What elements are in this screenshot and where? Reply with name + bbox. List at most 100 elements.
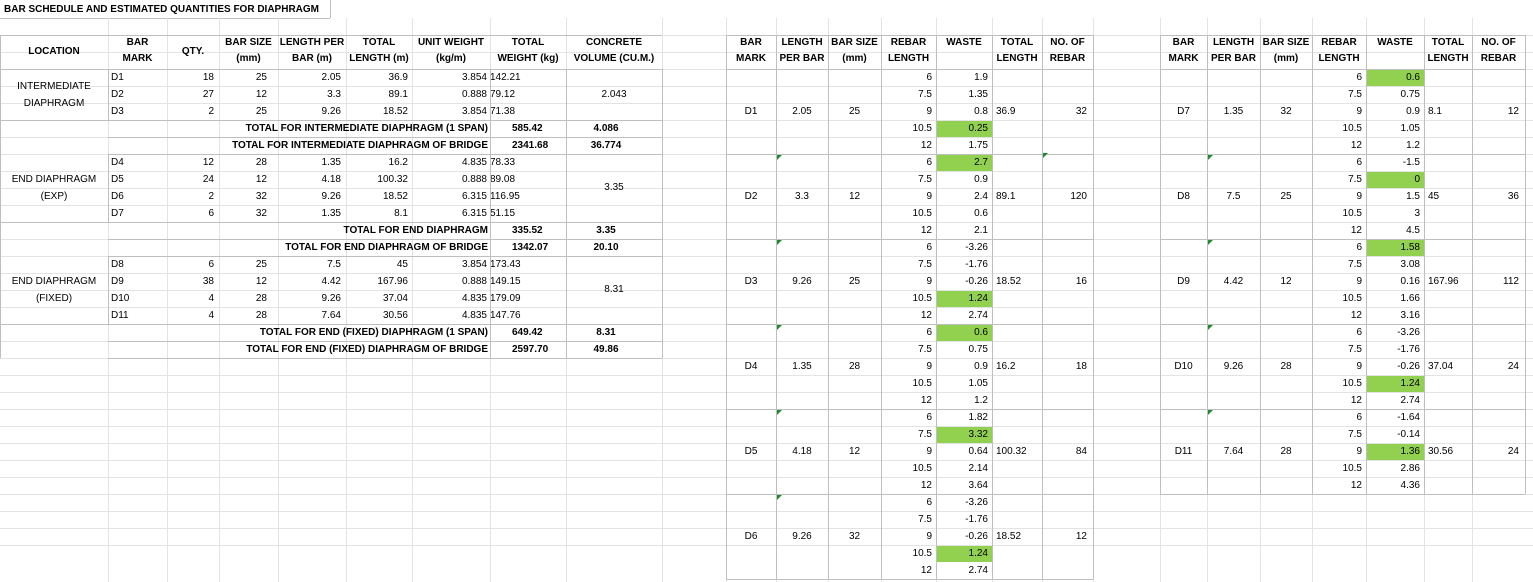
waste-left-header[interactable]: BAR SIZE (mm) [828, 35, 881, 69]
waste-total-length[interactable]: 8.1 [1428, 105, 1442, 117]
total-weight-sum[interactable]: 1342.07 [512, 242, 549, 253]
qty[interactable]: 2 [208, 106, 214, 117]
bar-size[interactable]: 12 [255, 174, 267, 185]
rebar-stock-length[interactable]: 10.5 [912, 378, 932, 389]
length-per-bar[interactable]: 9.26 [321, 106, 341, 117]
waste-total-length[interactable]: 36.9 [996, 105, 1016, 117]
rebar-stock-length[interactable]: 12 [1350, 225, 1362, 236]
waste-right-header[interactable]: WASTE [1366, 35, 1424, 69]
total-volume[interactable]: 36.774 [590, 140, 622, 151]
length-per-bar[interactable]: 9.26 [321, 191, 341, 202]
length-per-bar[interactable]: 1.35 [321, 157, 341, 168]
bar-size[interactable]: 28 [255, 157, 267, 168]
waste-total-length[interactable]: 16.2 [996, 360, 1016, 372]
rebar-stock-length[interactable]: 9 [926, 191, 932, 202]
waste-value[interactable]: 0.64 [968, 446, 988, 457]
rebar-stock-length[interactable]: 7.5 [1348, 259, 1362, 270]
waste-right-header[interactable]: BAR MARK [1160, 35, 1207, 69]
waste-value[interactable]: 2.1 [974, 225, 988, 236]
total-weight[interactable]: 89.08 [490, 174, 516, 185]
waste-value[interactable]: -1.5 [1402, 157, 1420, 168]
waste-value[interactable]: 1.05 [1400, 123, 1420, 134]
total-weight[interactable]: 78.33 [490, 157, 516, 168]
rebar-stock-length[interactable]: 10.5 [1342, 463, 1362, 474]
rebar-stock-length[interactable]: 7.5 [1348, 429, 1362, 440]
waste-value[interactable]: -1.64 [1397, 412, 1420, 423]
waste-value[interactable]: -0.26 [1397, 361, 1420, 372]
rebar-stock-length[interactable]: 6 [1356, 157, 1362, 168]
rebar-stock-length[interactable]: 12 [1350, 140, 1362, 151]
waste-bar-size[interactable]: 28 [1280, 360, 1292, 372]
unit-weight[interactable]: 0.888 [461, 174, 487, 185]
unit-weight[interactable]: 4.835 [461, 293, 487, 304]
rebar-stock-length[interactable]: 12 [920, 310, 932, 321]
total-volume[interactable]: 20.10 [593, 242, 619, 253]
rebar-stock-length[interactable]: 10.5 [912, 293, 932, 304]
waste-value[interactable]: 0.6 [974, 208, 988, 219]
waste-value[interactable]: 1.75 [968, 140, 988, 151]
waste-left-header[interactable]: TOTAL LENGTH [992, 35, 1042, 69]
bar-size[interactable]: 25 [255, 259, 267, 270]
waste-length-per-bar[interactable]: 1.35 [1223, 105, 1244, 117]
waste-bar-size[interactable]: 25 [848, 105, 861, 117]
total-length[interactable]: 18.52 [382, 106, 408, 117]
rebar-stock-length[interactable]: 7.5 [918, 344, 932, 355]
waste-value[interactable]: 1.35 [968, 89, 988, 100]
waste-value[interactable]: -0.26 [965, 531, 988, 542]
rebar-stock-length[interactable]: 12 [1350, 480, 1362, 491]
bar-size[interactable]: 28 [255, 293, 267, 304]
total-weight[interactable]: 147.76 [490, 310, 521, 321]
unit-weight[interactable]: 4.835 [461, 310, 487, 321]
length-per-bar[interactable]: 1.35 [321, 208, 341, 219]
waste-value[interactable]: 1.66 [1400, 293, 1420, 304]
column-header[interactable]: CONCRETE VOLUME (CU.M.) [566, 35, 662, 69]
waste-bar-size[interactable]: 32 [848, 530, 861, 542]
waste-bar-mark[interactable]: D9 [1177, 275, 1190, 287]
waste-bar-size[interactable]: 28 [848, 360, 861, 372]
bar-mark[interactable]: D8 [111, 259, 124, 270]
length-per-bar[interactable]: 4.42 [321, 276, 341, 287]
waste-value[interactable]: -0.14 [1397, 429, 1420, 440]
rebar-stock-length[interactable]: 9 [1356, 361, 1362, 372]
waste-value[interactable]: 0.8 [974, 106, 988, 117]
total-length[interactable]: 16.2 [388, 157, 408, 168]
waste-rebar-count[interactable]: 112 [1503, 275, 1519, 287]
waste-length-per-bar[interactable]: 3.3 [795, 190, 809, 202]
unit-weight[interactable]: 3.854 [461, 72, 487, 83]
waste-length-per-bar[interactable]: 9.26 [792, 530, 812, 542]
total-length[interactable]: 8.1 [394, 208, 408, 219]
total-label[interactable]: TOTAL FOR END (FIXED) DIAPHRAGM OF BRIDG… [246, 344, 488, 355]
waste-total-length[interactable]: 89.1 [996, 190, 1016, 202]
waste-length-per-bar[interactable]: 4.18 [792, 445, 812, 457]
length-per-bar[interactable]: 7.64 [321, 310, 341, 321]
waste-value[interactable]: 0.6 [974, 327, 988, 338]
total-weight-sum[interactable]: 335.52 [512, 225, 543, 236]
waste-total-length[interactable]: 18.52 [996, 275, 1022, 287]
waste-value[interactable]: 1.24 [968, 548, 988, 559]
bar-size[interactable]: 32 [255, 191, 267, 202]
waste-bar-mark[interactable]: D5 [744, 445, 758, 457]
bar-mark[interactable]: D11 [111, 310, 129, 321]
waste-length-per-bar[interactable]: 7.5 [1226, 190, 1241, 202]
waste-bar-mark[interactable]: D10 [1174, 360, 1193, 372]
waste-value[interactable]: 4.36 [1400, 480, 1420, 491]
rebar-stock-length[interactable]: 6 [926, 157, 932, 168]
waste-value[interactable]: 2.4 [974, 191, 988, 202]
total-length[interactable]: 167.96 [377, 276, 408, 287]
qty[interactable]: 12 [202, 157, 214, 168]
total-label[interactable]: TOTAL FOR INTERMEDIATE DIAPHRAGM (1 SPAN… [245, 123, 488, 134]
unit-weight[interactable]: 3.854 [461, 259, 487, 270]
waste-length-per-bar[interactable]: 9.26 [1223, 360, 1244, 372]
waste-rebar-count[interactable]: 120 [1070, 190, 1087, 202]
unit-weight[interactable]: 0.888 [461, 89, 487, 100]
waste-bar-mark[interactable]: D2 [744, 190, 758, 202]
waste-bar-mark[interactable]: D8 [1177, 190, 1190, 202]
waste-right-header[interactable]: TOTAL LENGTH [1424, 35, 1472, 69]
rebar-stock-length[interactable]: 7.5 [1348, 344, 1362, 355]
qty[interactable]: 4 [208, 293, 214, 304]
total-weight[interactable]: 79.12 [490, 89, 516, 100]
waste-value[interactable]: 2.14 [968, 463, 988, 474]
waste-rebar-count[interactable]: 12 [1507, 105, 1519, 117]
rebar-stock-length[interactable]: 6 [1356, 72, 1362, 83]
waste-rebar-count[interactable]: 18 [1075, 360, 1087, 372]
